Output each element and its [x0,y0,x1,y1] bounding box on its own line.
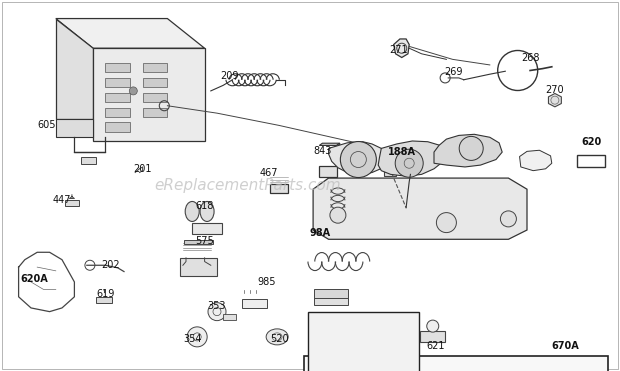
Text: 270: 270 [546,85,564,95]
Polygon shape [337,143,340,156]
Bar [223,314,236,320]
Bar [314,298,348,305]
Polygon shape [105,78,130,87]
Text: 269: 269 [444,67,463,77]
Ellipse shape [185,201,199,221]
Bar [319,166,337,177]
Text: 670A: 670A [552,341,580,351]
Polygon shape [549,93,561,107]
Text: 575: 575 [195,236,214,246]
Text: 209: 209 [220,71,239,81]
Polygon shape [56,119,93,137]
Polygon shape [313,178,527,239]
Bar [184,240,213,244]
Ellipse shape [200,201,214,221]
Bar [270,184,288,193]
Bar [577,155,605,167]
Circle shape [187,327,207,347]
Polygon shape [329,142,388,174]
Text: 618: 618 [195,201,214,211]
Polygon shape [105,93,130,102]
Circle shape [436,213,456,233]
Text: 268: 268 [521,53,540,62]
Text: 619: 619 [96,289,115,299]
Polygon shape [394,39,409,58]
Polygon shape [143,63,167,72]
Polygon shape [56,19,205,48]
Bar [65,200,79,206]
Text: 620: 620 [581,137,601,147]
Text: 201: 201 [133,164,152,174]
Polygon shape [93,48,205,141]
Bar [384,168,396,176]
Circle shape [427,320,439,332]
Circle shape [500,211,516,227]
Circle shape [459,137,483,160]
Bar [314,289,348,299]
Bar [180,258,217,276]
Circle shape [130,87,137,95]
Text: 621: 621 [427,341,445,351]
Text: 354: 354 [183,334,202,344]
Circle shape [340,141,376,178]
Text: 520: 520 [270,334,288,344]
Polygon shape [105,63,130,72]
Text: eReplacementParts.com: eReplacementParts.com [154,178,342,193]
Bar [192,223,222,234]
Polygon shape [378,141,446,176]
Polygon shape [319,143,340,145]
Text: 447: 447 [53,195,71,204]
Ellipse shape [266,329,288,345]
Polygon shape [520,150,552,171]
Polygon shape [56,19,93,119]
Polygon shape [143,93,167,102]
Bar [308,312,418,371]
Bar [242,299,267,308]
Text: 843: 843 [313,146,332,156]
Polygon shape [105,108,130,117]
Circle shape [395,149,423,177]
Text: 353: 353 [207,302,226,311]
Text: 467: 467 [259,168,278,177]
Text: 98A: 98A [310,228,331,237]
Polygon shape [143,108,167,117]
Text: 620A: 620A [20,274,48,284]
Text: 188A: 188A [388,147,415,157]
Text: 271: 271 [389,45,408,55]
Polygon shape [143,78,167,87]
Polygon shape [434,134,502,167]
Bar [420,331,445,342]
Polygon shape [105,122,130,132]
Bar [96,297,112,303]
Text: 202: 202 [101,260,120,270]
Text: 985: 985 [257,277,276,287]
Circle shape [330,207,346,223]
Circle shape [208,303,226,321]
Text: 605: 605 [37,120,56,129]
Bar [81,157,96,164]
Bar [304,356,608,371]
